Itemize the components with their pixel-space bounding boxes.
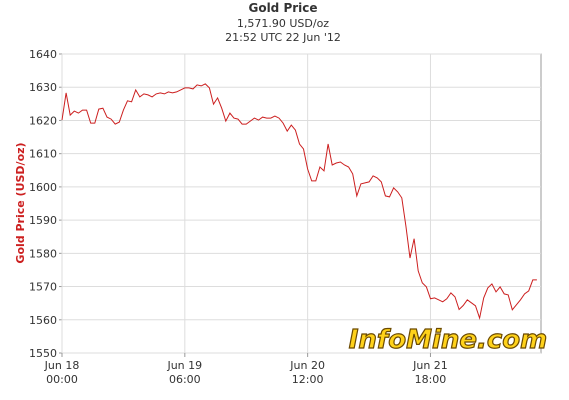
y-tick-label: 1590 xyxy=(29,214,57,227)
chart-subtitle: 1,571.90 USD/oz xyxy=(237,17,329,30)
plot-area xyxy=(61,53,542,354)
y-tick-label: 1580 xyxy=(29,247,57,260)
x-tick-label: Jun 18 00:00 xyxy=(44,359,80,386)
y-tick-label: 1630 xyxy=(29,81,57,94)
y-tick-label: 1600 xyxy=(29,181,57,194)
x-tick-label: Jun 19 06:00 xyxy=(167,359,203,386)
y-tick-label: 1570 xyxy=(29,281,57,294)
y-tick-label: 1610 xyxy=(29,148,57,161)
x-tick-label: Jun 20 12:00 xyxy=(290,359,325,386)
y-axis-label: Gold Price (USD/oz) xyxy=(14,142,27,263)
y-tick-label: 1640 xyxy=(29,48,57,61)
price-line xyxy=(61,83,537,321)
x-tick-label: Jun 21 18:00 xyxy=(413,359,448,386)
chart-title: Gold Price xyxy=(248,1,317,15)
y-tick-label: 1560 xyxy=(29,314,57,327)
y-tick-label: 1550 xyxy=(29,347,57,360)
watermark: InfoMine.com xyxy=(349,325,548,355)
y-tick-label: 1620 xyxy=(29,114,57,127)
timestamp: 21:52 UTC 22 Jun '12 xyxy=(225,31,341,44)
